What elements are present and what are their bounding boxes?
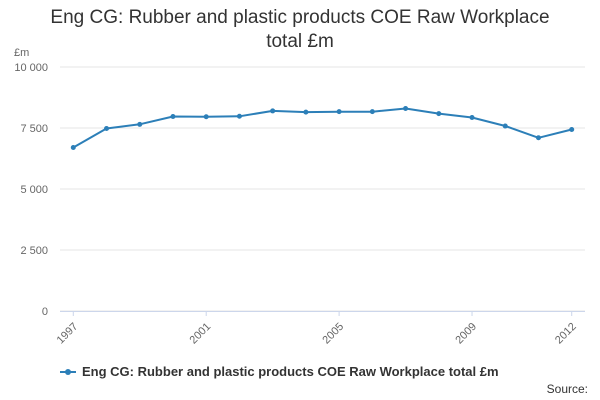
- data-point[interactable]: [403, 105, 409, 111]
- data-point[interactable]: [104, 125, 110, 131]
- data-point[interactable]: [170, 114, 176, 120]
- series-layer: [70, 105, 575, 151]
- data-point[interactable]: [469, 115, 475, 121]
- y-tick-label: 5 000: [20, 184, 48, 196]
- data-point[interactable]: [303, 109, 309, 115]
- y-tick-label: 7 500: [20, 123, 48, 135]
- data-point[interactable]: [236, 113, 242, 119]
- chart-title: Eng CG: Rubber and plastic products COE …: [0, 6, 600, 54]
- gridlines: [60, 66, 585, 312]
- data-point[interactable]: [70, 145, 76, 151]
- x-tick-label: 2012: [553, 321, 579, 347]
- data-point[interactable]: [369, 109, 375, 115]
- x-tick-label: 1997: [55, 321, 81, 347]
- data-point[interactable]: [270, 108, 276, 114]
- data-point[interactable]: [436, 111, 442, 117]
- data-point[interactable]: [137, 121, 143, 127]
- x-axis-tick-labels: 1997 2001 2005 2009 2012: [55, 321, 579, 347]
- y-tick-label: 10 000: [14, 62, 48, 74]
- x-axis: [60, 311, 585, 316]
- series-line: [72, 107, 572, 149]
- x-tick-label: 2001: [188, 321, 214, 347]
- y-axis-tick-labels: 0 2 500 5 000 7 500 10 000: [14, 62, 48, 318]
- data-point[interactable]: [569, 126, 575, 132]
- legend-line-marker-icon: [60, 368, 76, 375]
- chart-title-line-1: Eng CG: Rubber and plastic products COE …: [50, 7, 550, 28]
- y-tick-label: 0: [42, 306, 48, 318]
- chart-title-line-2: total £m: [266, 31, 334, 52]
- data-point[interactable]: [203, 114, 209, 120]
- data-point[interactable]: [502, 123, 508, 129]
- data-point[interactable]: [535, 135, 541, 141]
- source-label: Source:: [546, 382, 588, 396]
- legend-label: Eng CG: Rubber and plastic products COE …: [82, 364, 499, 379]
- x-tick-label: 2005: [320, 321, 346, 347]
- y-tick-label: 2 500: [20, 245, 48, 257]
- legend[interactable]: Eng CG: Rubber and plastic products COE …: [60, 364, 499, 379]
- y-axis-unit-label: £m: [14, 47, 29, 59]
- x-tick-label: 2009: [453, 321, 479, 347]
- data-point[interactable]: [336, 109, 342, 115]
